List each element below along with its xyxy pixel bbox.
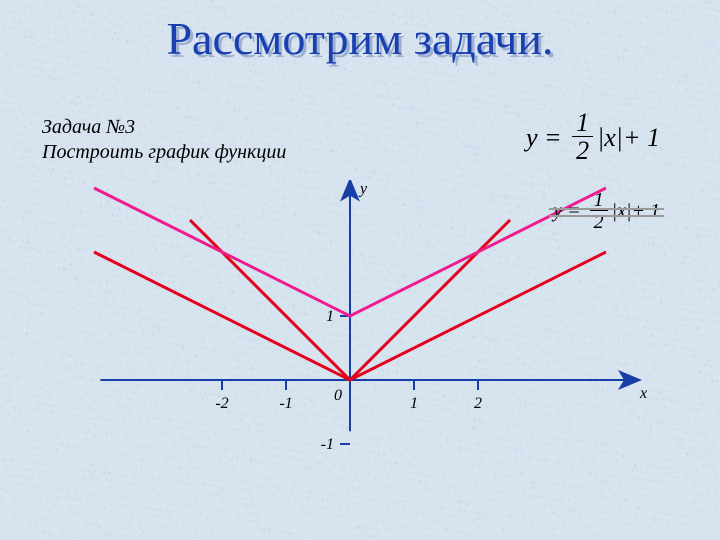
strike-line-1 — [549, 208, 664, 210]
x-tick-label: -1 — [279, 395, 292, 412]
origin-label: 0 — [334, 387, 342, 404]
y-axis-label: y — [358, 181, 368, 198]
y-tick-label: -1 — [321, 436, 334, 453]
formula2-tail: + 1 — [632, 200, 661, 223]
formula-lhs: y — [526, 123, 538, 153]
y-tick-label: 1 — [326, 308, 334, 325]
x-axis-label: x — [639, 385, 647, 402]
formula-eq: = — [538, 123, 569, 153]
subtitle-line1: Задача №3 — [42, 116, 135, 138]
formula-abs-close: | — [616, 123, 623, 153]
x-tick-label: 1 — [410, 395, 418, 412]
formula2-lhs: y — [553, 200, 562, 223]
formula-abs-var: x — [604, 123, 616, 153]
x-tick-label: 2 — [474, 395, 482, 412]
subtitle-line2: Построить график функции — [42, 141, 286, 163]
formula-numer: 1 — [572, 110, 593, 137]
page-title-text: Рассмотрим задачи. — [166, 13, 553, 64]
slide: Рассмотрим задачи. Задача №3 Построить г… — [0, 0, 720, 540]
formula-small: y = 1 2 | x | + 1 — [553, 190, 660, 233]
formula-fraction: 1 2 — [572, 110, 593, 166]
formula2-eq: = — [562, 200, 586, 223]
formula-tail: + 1 — [623, 123, 660, 153]
formula2-fraction: 1 2 — [590, 190, 608, 233]
strike-line-2 — [549, 215, 664, 217]
page-title: Рассмотрим задачи. — [0, 12, 720, 65]
formula-main: y = 1 2 | x | + 1 — [526, 110, 660, 166]
formula-denom: 2 — [572, 137, 593, 166]
x-tick-label: -2 — [215, 395, 228, 412]
problem-subtitle: Задача №3 Построить график функции — [42, 115, 286, 165]
formula2-abs-var: x — [617, 200, 626, 223]
